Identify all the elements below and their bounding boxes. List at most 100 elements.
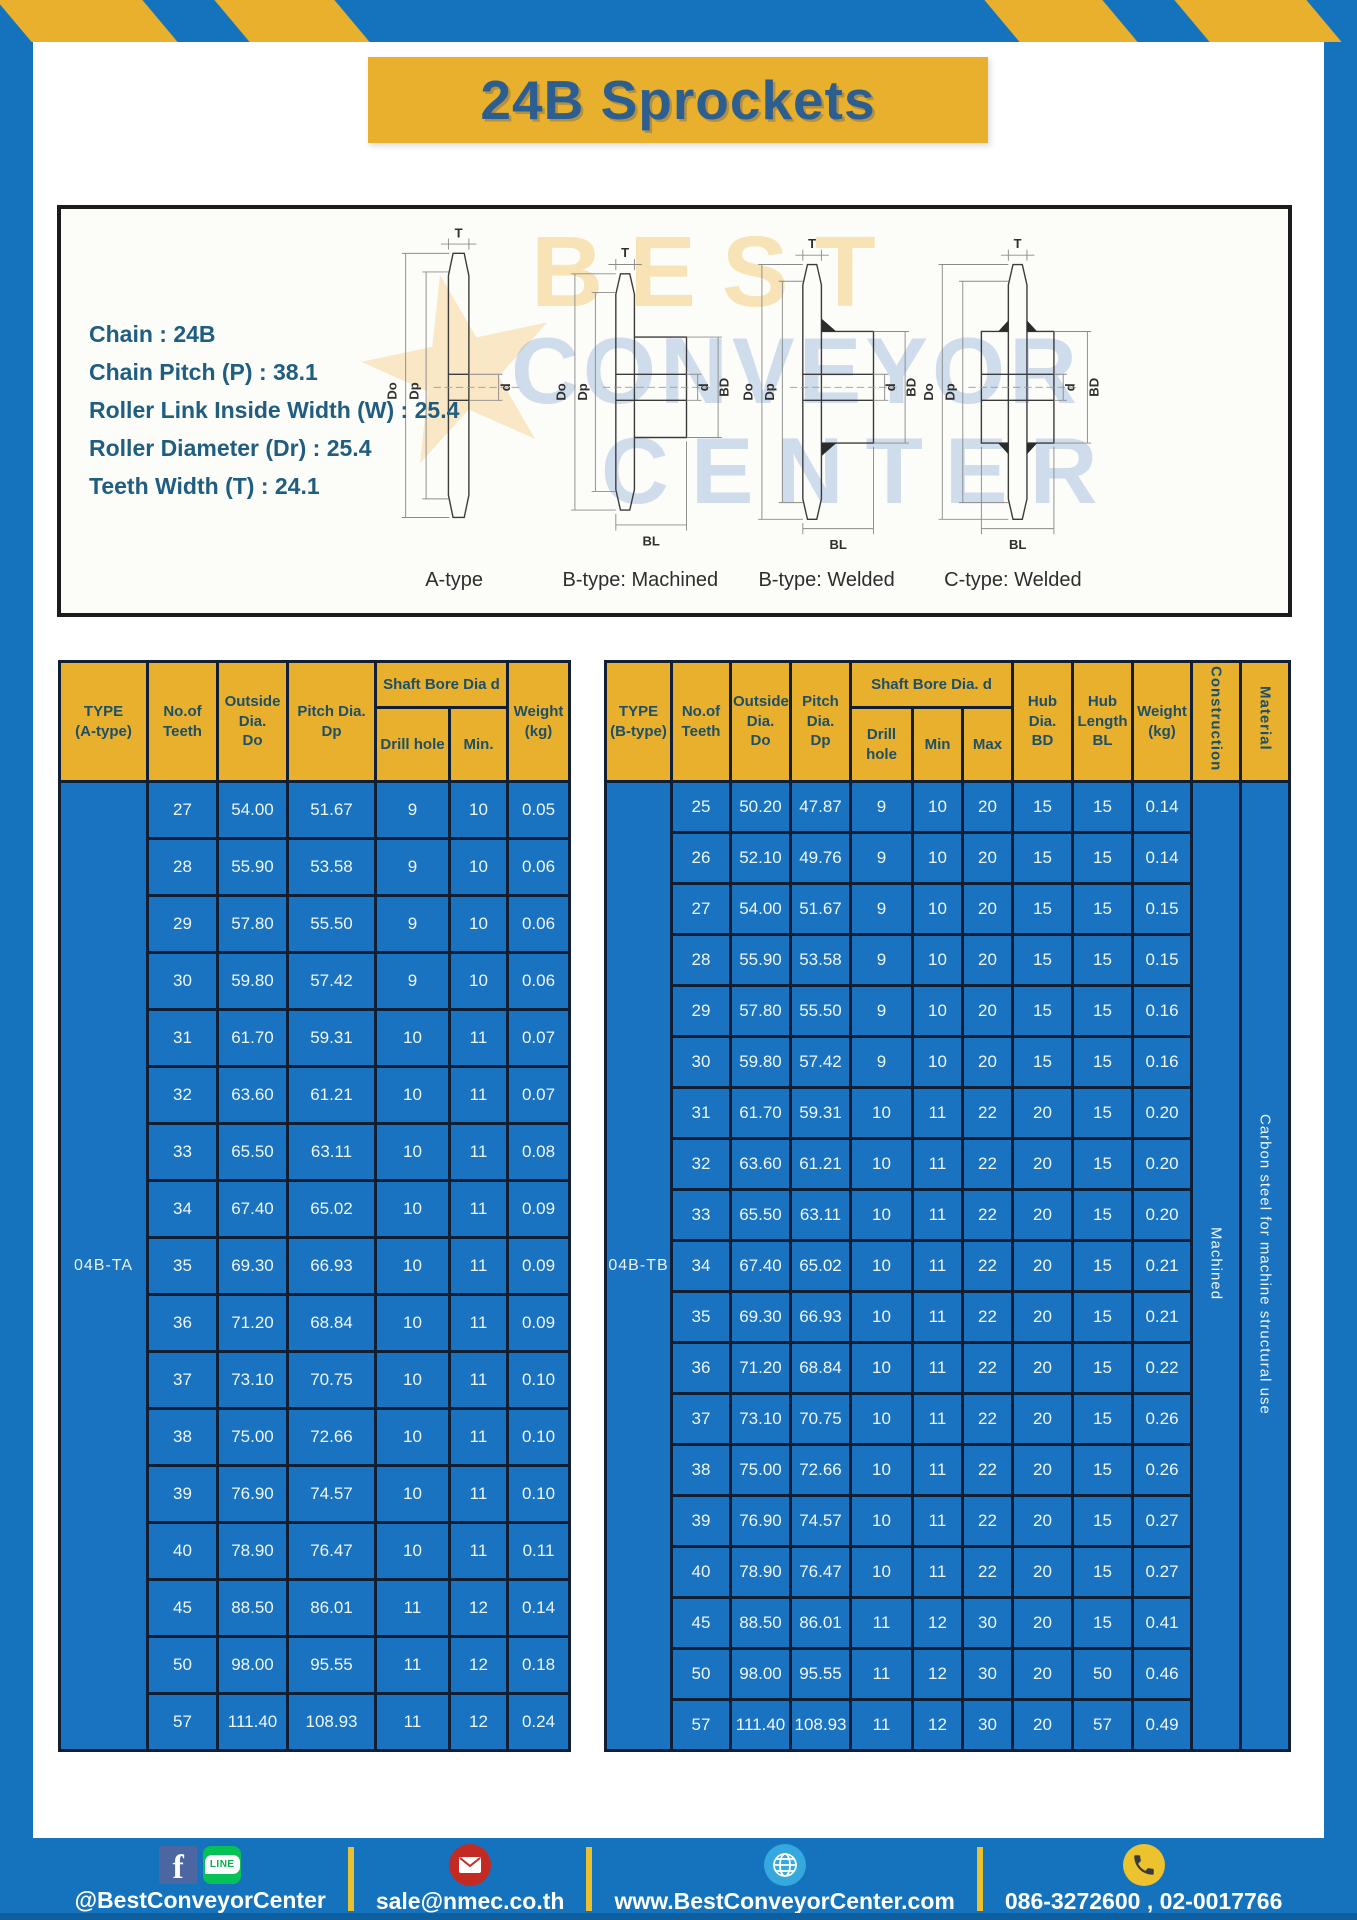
table-cell: 63.11 (286, 1122, 377, 1182)
col-header-min: Min (911, 706, 964, 783)
table-cell: 22 (961, 1341, 1014, 1395)
table-cell: 15 (1071, 1341, 1134, 1395)
table-cell: 50 (146, 1635, 219, 1695)
table-cell: 30 (961, 1698, 1014, 1752)
col-header-weight: Weight (kg) (506, 660, 571, 783)
b-type-spec-table: TYPE (B-type) No.of Teeth Outside Dia. D… (604, 660, 1291, 1752)
table-cell: 0.10 (506, 1350, 571, 1410)
table-cell: 12 (448, 1692, 509, 1752)
table-cell: 11 (448, 1122, 509, 1182)
table-cell: 10 (911, 933, 964, 987)
table-cell: 0.20 (1131, 1137, 1193, 1191)
table-cell: 11 (911, 1137, 964, 1191)
type-cell: 04B-TB (604, 780, 673, 1752)
table-row: 04B-TA 27 54.00 51.67 9 10 0.05 (58, 780, 571, 1752)
table-row: 39 76.90 74.57 10 11 0.10 (60, 1464, 571, 1524)
table-cell: 0.14 (1131, 780, 1193, 834)
sprocket-drawing-b-machined: T Do Dp d BD BL (554, 245, 732, 548)
table-cell: 15 (1071, 1443, 1134, 1497)
table-cell: 32 (146, 1065, 219, 1125)
table-cell: 57.80 (729, 984, 792, 1038)
table-cell: 40 (146, 1521, 219, 1581)
table-cell: 15 (1011, 780, 1074, 834)
table-cell: 95.55 (789, 1647, 852, 1701)
table-row: 45 88.50 86.01 11 12 0.14 (60, 1578, 571, 1638)
table-cell: 68.84 (286, 1293, 377, 1353)
svg-text:Dp: Dp (407, 382, 422, 399)
chain-spec-list: Chain : 24B Chain Pitch (P) : 38.1 Roller … (89, 315, 459, 505)
table-cell: 51.67 (286, 780, 377, 840)
table-cell: 57 (670, 1698, 732, 1752)
table-cell: 95.55 (286, 1635, 377, 1695)
col-header-teeth: No.of Teeth (670, 660, 732, 783)
table-row: 50 98.00 95.55 11 12 30 20 50 0.46 (606, 1647, 1290, 1701)
table-cell: 76.90 (216, 1464, 289, 1524)
col-header-min: Min. (448, 706, 509, 783)
table-cell: 9 (374, 780, 451, 840)
table-cell: 10 (374, 1179, 451, 1239)
table-cell: 0.08 (506, 1122, 571, 1182)
table-cell: 98.00 (729, 1647, 792, 1701)
spec-line: Roller Diameter (Dr) : 25.4 (89, 435, 372, 461)
table-cell: 59.31 (789, 1086, 852, 1140)
table-cell: 50 (670, 1647, 732, 1701)
table-cell: 15 (1071, 1392, 1134, 1446)
table-cell: 11 (911, 1086, 964, 1140)
table-cell: 67.40 (216, 1179, 289, 1239)
table-cell: 0.09 (506, 1293, 571, 1353)
spec-line: Chain Pitch (P) : 38.1 (89, 359, 318, 385)
table-cell: 70.75 (789, 1392, 852, 1446)
table-cell: 73.10 (216, 1350, 289, 1410)
stripe-decoration (984, 0, 1138, 42)
construction-cell: Machined (1190, 780, 1242, 1752)
table-cell: 20 (961, 780, 1014, 834)
table-cell: 57.42 (286, 951, 377, 1011)
table-row: 33 65.50 63.11 10 11 22 20 15 0.20 (606, 1188, 1290, 1242)
table-cell: 36 (670, 1341, 732, 1395)
col-header-drill-hole: Drill hole (374, 706, 451, 783)
table-cell: 0.10 (506, 1407, 571, 1467)
table-cell: 15 (1071, 1188, 1134, 1242)
table-cell: 10 (448, 837, 509, 897)
table-cell: 0.09 (506, 1236, 571, 1296)
table-cell: 15 (1011, 831, 1074, 885)
table-cell: 65.50 (729, 1188, 792, 1242)
table-cell: 9 (849, 984, 914, 1038)
table-row: 40 78.90 76.47 10 11 22 20 15 0.27 (606, 1545, 1290, 1599)
table-cell: 12 (911, 1698, 964, 1752)
table-row: 40 78.90 76.47 10 11 0.11 (60, 1521, 571, 1581)
table-cell: 15 (1071, 1494, 1134, 1548)
table-cell: 11 (448, 1065, 509, 1125)
table-cell: 10 (374, 1407, 451, 1467)
table-cell: 10 (374, 1122, 451, 1182)
table-row: 36 71.20 68.84 10 11 0.09 (60, 1293, 571, 1353)
table-cell: 55.90 (729, 933, 792, 987)
table-cell: 22 (961, 1443, 1014, 1497)
diagram-caption: B-type: Machined (562, 569, 719, 591)
table-cell: 71.20 (729, 1341, 792, 1395)
svg-text:Dp: Dp (762, 383, 777, 400)
col-header-outside-dia: Outside Dia. Do (216, 660, 289, 783)
table-cell: 59.80 (216, 951, 289, 1011)
table-cell: 35 (670, 1290, 732, 1344)
table-row: 32 63.60 61.21 10 11 0.07 (60, 1065, 571, 1125)
table-cell: 9 (849, 882, 914, 936)
diagram-panel: ★ BEST CONVEYOR CENTER Chain : 24B Chain … (57, 205, 1292, 617)
table-cell: 15 (1071, 882, 1134, 936)
svg-text:Do: Do (740, 383, 755, 400)
table-cell: 10 (849, 1086, 914, 1140)
table-cell: 86.01 (789, 1596, 852, 1650)
table-cell: 33 (146, 1122, 219, 1182)
col-header-material: Material (1239, 660, 1291, 783)
table-cell: 11 (448, 1407, 509, 1467)
material-cell: Carbon steel for machine structural use (1239, 780, 1291, 1752)
table-cell: 0.16 (1131, 984, 1193, 1038)
table-cell: 74.57 (286, 1464, 377, 1524)
table-cell: 30 (670, 1035, 732, 1089)
table-cell: 11 (448, 1008, 509, 1068)
table-cell: 0.15 (1131, 933, 1193, 987)
svg-text:d: d (883, 383, 898, 391)
table-cell: 20 (1011, 1341, 1074, 1395)
top-decoration-bar (0, 0, 1357, 42)
